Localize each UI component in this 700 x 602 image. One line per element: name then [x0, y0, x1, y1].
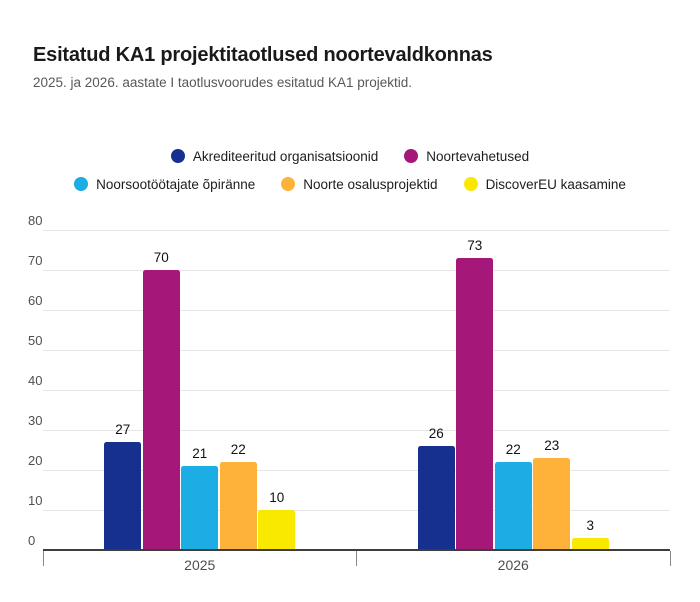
legend-dot-icon: [281, 177, 296, 191]
gridline: [43, 430, 670, 431]
bar: [571, 538, 609, 550]
bar-value-label: 3: [586, 518, 595, 533]
bar: [219, 462, 257, 550]
bar-value-label: 26: [428, 426, 444, 441]
gridline: [43, 230, 670, 231]
legend-item: Noorte osalusprojektid: [281, 176, 438, 192]
y-axis-label: 70: [28, 253, 43, 268]
bar-value-label: 22: [505, 442, 521, 457]
y-axis-label: 20: [28, 453, 43, 468]
bar-value-label: 27: [115, 422, 131, 437]
gridline: [43, 270, 670, 271]
legend-dot-icon: [463, 177, 478, 191]
legend-item: Akrediteeritud organisatsioonid: [170, 148, 379, 164]
bar: [456, 258, 494, 550]
legend-dot-icon: [404, 149, 419, 163]
y-axis-label: 30: [28, 413, 43, 428]
y-axis-label: 0: [28, 533, 36, 548]
bar-value-label: 73: [467, 238, 483, 253]
x-axis-line: [43, 549, 670, 551]
bar: [258, 510, 296, 550]
bar-value-label: 70: [153, 250, 169, 265]
legend-row: Noorsootöötajate õpiränne Noorte osaluspr…: [0, 174, 700, 194]
legend-dot-icon: [170, 149, 185, 163]
axis-tick: [42, 551, 44, 566]
y-axis-label: 40: [28, 373, 43, 388]
bar: [142, 270, 180, 550]
legend-label: Noortevahetused: [426, 148, 530, 164]
legend: Akrediteeritud organisatsioonid Noortevah…: [0, 146, 700, 194]
category-label: 2025: [184, 557, 216, 573]
legend-item: DiscoverEU kaasamine: [463, 176, 626, 192]
category-label: 2026: [497, 557, 529, 573]
chart-title: Esitatud KA1 projektitaotlused noorteval…: [33, 44, 493, 66]
bar: [533, 458, 571, 550]
bar: [417, 446, 455, 550]
y-axis-label: 60: [28, 293, 43, 308]
y-axis-label: 50: [28, 333, 43, 348]
gridline: [43, 470, 670, 471]
legend-label: Noorte osalusprojektid: [303, 176, 438, 192]
bar-value-label: 10: [269, 490, 285, 505]
bar-value-label: 22: [230, 442, 246, 457]
chart-subtitle: 2025. ja 2026. aastate I taotlusvoorudes…: [33, 75, 413, 90]
bar: [181, 466, 219, 550]
bar-value-label: 21: [192, 446, 208, 461]
gridline: [43, 510, 670, 511]
y-axis-label: 10: [28, 493, 43, 508]
y-axis-label: 80: [28, 213, 43, 228]
axis-tick: [669, 551, 671, 566]
legend-item: Noortevahetused: [404, 149, 529, 164]
legend-dot-icon: [74, 177, 89, 191]
legend-row: Akrediteeritud organisatsioonid Noortevah…: [0, 146, 700, 166]
legend-label: Noorsootöötajate õpiränne: [96, 176, 256, 192]
legend-item: Noorsootöötajate õpiränne: [74, 177, 255, 192]
bar-value-label: 23: [544, 438, 560, 453]
gridline: [43, 390, 670, 391]
gridline: [43, 350, 670, 351]
legend-label: Akrediteeritud organisatsioonid: [192, 148, 379, 164]
axis-tick: [356, 551, 357, 566]
bar: [104, 442, 142, 550]
legend-label: DiscoverEU kaasamine: [485, 176, 626, 192]
gridline: [43, 310, 670, 311]
bar: [494, 462, 532, 550]
